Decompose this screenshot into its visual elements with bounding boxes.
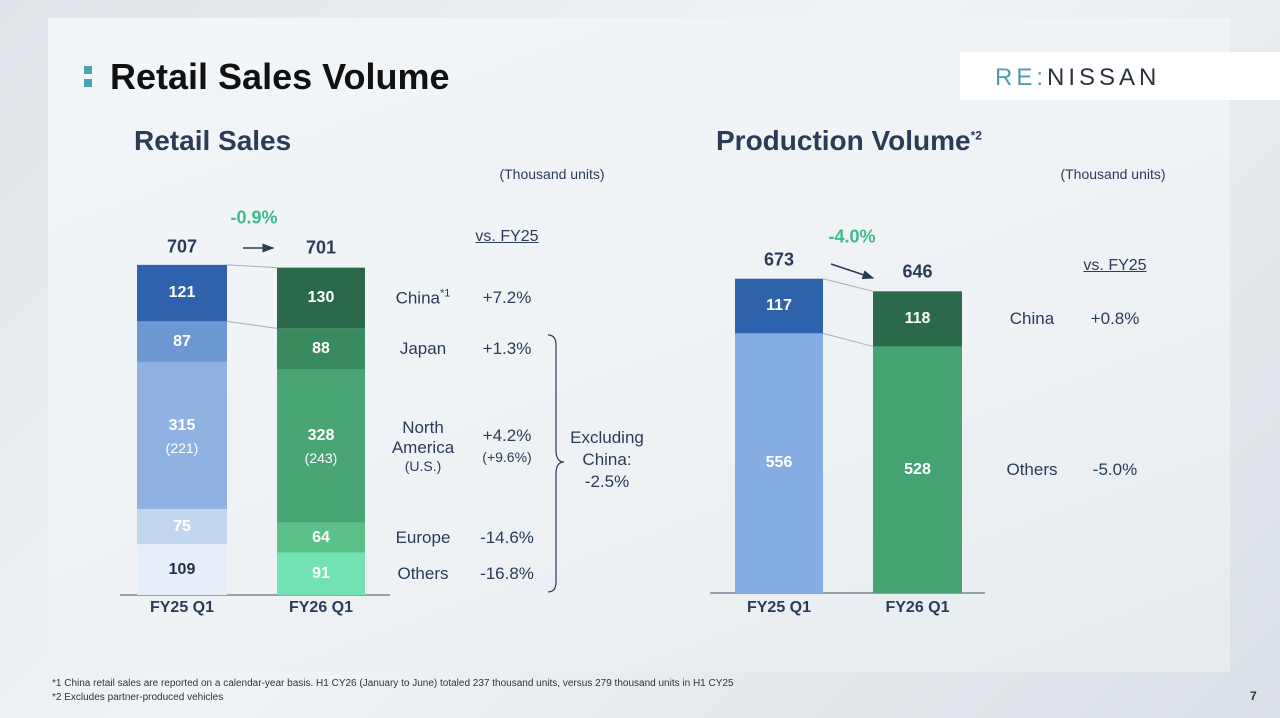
x-tick-label: FY26 Q1 <box>885 599 950 616</box>
value-label: 315 <box>168 416 196 434</box>
bracket <box>547 334 565 593</box>
value-label: 87 <box>173 332 191 350</box>
series-name: Europe <box>388 528 458 548</box>
bar-segment <box>137 509 227 545</box>
chart-title-text: Retail Sales <box>134 125 292 156</box>
chart-title: Production Volume*2 <box>716 125 982 157</box>
series-name-text: Others <box>1006 459 1058 479</box>
series-change: +4.2% <box>482 426 532 446</box>
bar-segment <box>735 333 823 593</box>
series-name-text: Japan <box>399 338 447 358</box>
series-name: Japan <box>388 339 458 359</box>
value-label: 528 <box>904 460 931 478</box>
connector-line <box>822 332 874 347</box>
footnote: *2 Excludes partner-produced vehicles <box>52 692 224 703</box>
series-name-text: Europe <box>395 527 451 547</box>
series-name-text: China <box>395 288 440 308</box>
value-label: 328 <box>307 427 335 445</box>
connector-line <box>226 264 278 269</box>
panel <box>48 18 1230 672</box>
series-change: -5.0% <box>1092 459 1138 479</box>
bracket-note: Excluding China: -2.5% <box>570 428 644 491</box>
total-label: 707 <box>166 236 198 257</box>
series-sub-change: (+9.6%) <box>482 449 532 466</box>
series-name: China <box>997 309 1067 329</box>
connector-line <box>822 278 874 292</box>
series-name-text: Others <box>397 563 449 583</box>
series-change: +7.2% <box>482 287 532 307</box>
value-label: 117 <box>766 297 792 315</box>
x-tick-label: FY25 Q1 <box>746 599 812 616</box>
logo: RE:NISSAN <box>995 64 1160 92</box>
bar-segment <box>137 321 227 362</box>
change-label: -0.9% <box>230 207 278 228</box>
series-name-note: *1 <box>440 287 451 300</box>
chart-title-text: Production Volume <box>716 125 971 156</box>
series-change: -14.6% <box>480 527 534 547</box>
total-label: 646 <box>902 261 933 282</box>
slide-title: Retail Sales Volume <box>110 56 450 97</box>
title-note: *2 <box>970 128 982 143</box>
comparison-header: vs. FY25 <box>475 228 539 245</box>
total-label: 701 <box>305 237 337 258</box>
series-name: Others <box>997 460 1067 480</box>
unit-label: (Thousand units) <box>1060 166 1166 182</box>
value-label: 109 <box>168 560 196 578</box>
connector-line <box>226 320 278 329</box>
value-label: 118 <box>904 309 931 327</box>
value-label: 121 <box>168 284 196 302</box>
x-tick-label: FY25 Q1 <box>149 599 215 616</box>
chart-title: Retail Sales <box>134 125 291 157</box>
value-label: 91 <box>312 564 330 582</box>
value-label: 75 <box>173 517 191 535</box>
logo-name: NISSAN <box>1047 64 1161 91</box>
series-name: North America (U.S.) <box>388 418 458 474</box>
unit-label: (Thousand units) <box>499 166 605 182</box>
title-bullet <box>84 66 92 74</box>
bar-segment <box>277 267 365 329</box>
x-tick-label: FY26 Q1 <box>288 599 354 616</box>
comparison-header: vs. FY25 <box>1083 257 1147 274</box>
bar-segment <box>137 544 227 595</box>
value-label: 64 <box>312 528 330 546</box>
bar-segment <box>873 291 962 347</box>
sub-value-label: (243) <box>304 450 338 467</box>
bar-segment <box>277 369 365 523</box>
total-label: 673 <box>763 249 795 270</box>
bar-segment <box>137 264 227 322</box>
series-change: +1.3% <box>482 338 532 358</box>
title-bullet <box>84 79 92 87</box>
value-label: 130 <box>307 288 335 306</box>
bar-segment <box>277 328 365 370</box>
bar-segment <box>277 522 365 553</box>
change-label: -4.0% <box>828 226 876 247</box>
value-label: 88 <box>312 339 330 357</box>
series-name-text: China <box>1009 308 1055 328</box>
logo-box <box>960 52 1280 100</box>
series-name-note: (U.S.) <box>404 458 442 475</box>
footnote: *1 China retail sales are reported on a … <box>52 678 734 689</box>
value-label: 556 <box>765 454 793 472</box>
bar-segment <box>735 278 823 334</box>
logo-prefix: RE: <box>995 64 1048 91</box>
sub-value-label: (221) <box>165 439 199 456</box>
series-name-text: North America <box>391 418 455 458</box>
page-number: 7 <box>1250 689 1257 703</box>
series-change: +0.8% <box>1090 308 1140 328</box>
series-change: -16.8% <box>480 563 534 583</box>
series-name: China*1 <box>388 288 458 309</box>
bar-segment <box>137 361 227 510</box>
bar-segment <box>277 552 365 595</box>
series-name: Others <box>388 564 458 584</box>
bar-segment <box>873 346 962 593</box>
change-arrow <box>830 263 875 279</box>
